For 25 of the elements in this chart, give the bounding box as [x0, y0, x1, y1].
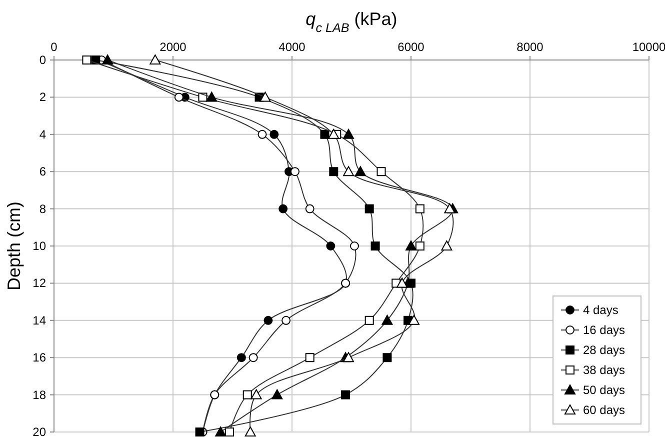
y-tick-label: 10: [32, 239, 46, 253]
x-tick-label: 10000: [632, 40, 665, 54]
y-tick-label: 18: [32, 388, 46, 402]
y-tick-label: 2: [39, 90, 46, 104]
y-tick-label: 14: [32, 313, 46, 328]
x-tick-label: 0: [50, 40, 58, 54]
y-tick-label: 20: [32, 425, 46, 437]
legend-label: 4 days: [583, 303, 618, 317]
legend-label: 50 days: [583, 383, 626, 397]
x-tick-label: 2000: [160, 40, 187, 54]
x-axis-title: q$_{c LAB}$ (kPa): [306, 9, 398, 35]
legend-label: 38 days: [583, 363, 626, 377]
legend-label: 16 days: [583, 323, 626, 337]
y-tick-label: 16: [32, 350, 46, 365]
legend-label: 28 days: [583, 343, 626, 357]
y-axis-title: Depth (cm): [4, 201, 24, 291]
legend-label: 60 days: [583, 403, 626, 417]
y-tick-label: 6: [39, 164, 46, 179]
x-tick-label: 6000: [398, 40, 425, 54]
y-tick-label: 4: [39, 127, 46, 142]
x-tick-label: 4000: [278, 40, 306, 54]
y-tick-label: 0: [39, 53, 46, 67]
y-tick-label: 12: [32, 276, 46, 290]
x-tick-label: 8000: [516, 40, 544, 54]
y-tick-label: 8: [39, 202, 46, 216]
